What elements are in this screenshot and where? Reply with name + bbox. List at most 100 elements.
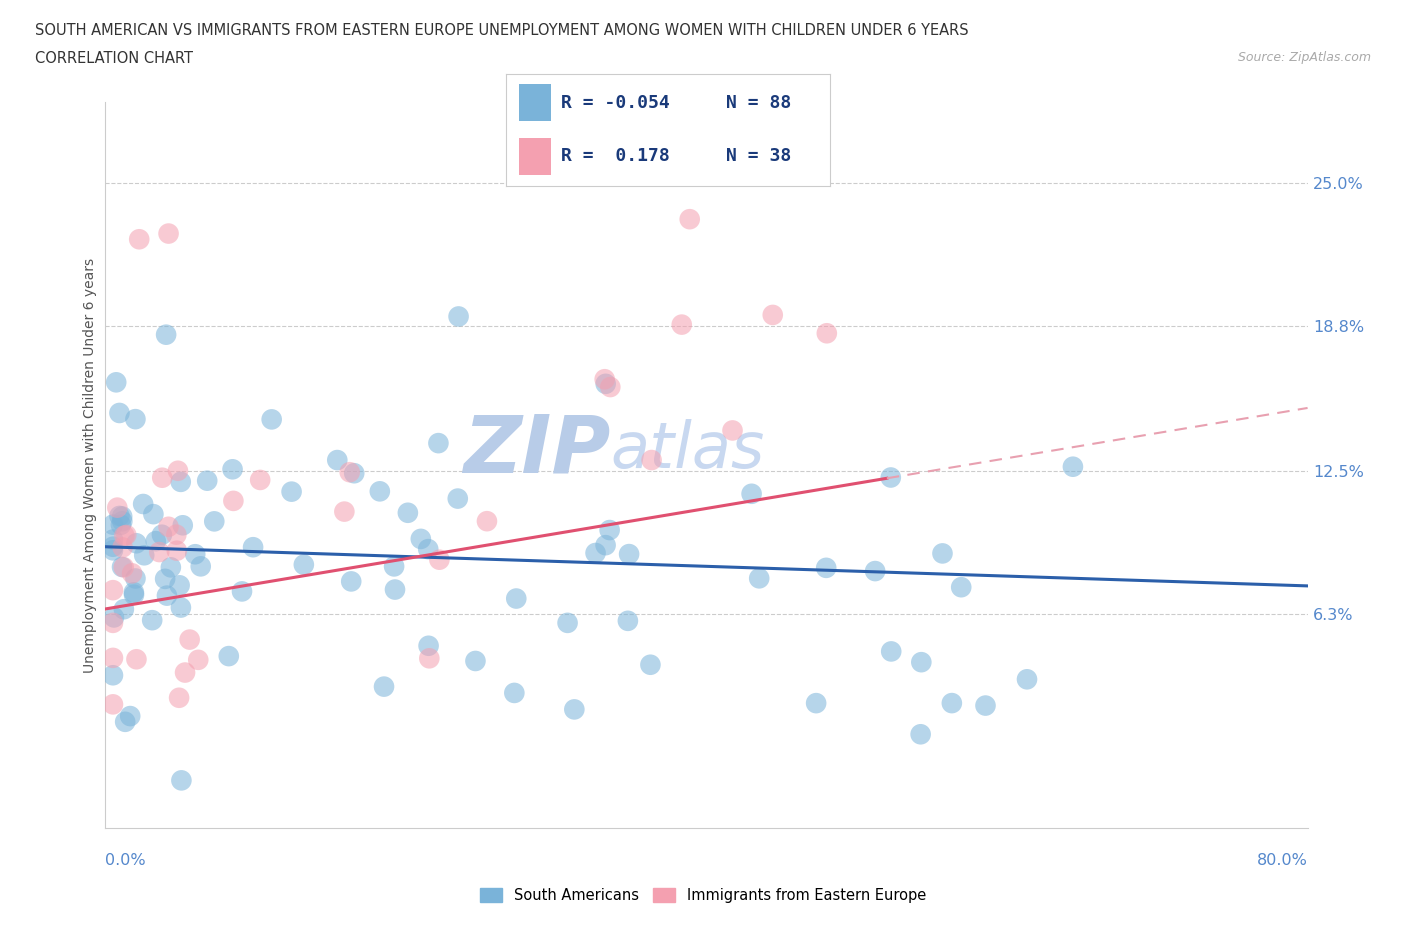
Point — [101, 539, 124, 554]
Point — [150, 471, 173, 485]
Point — [112, 602, 135, 617]
Point — [120, 709, 142, 724]
Point — [343, 466, 366, 481]
Point — [260, 412, 283, 427]
Point — [142, 507, 165, 522]
Point — [125, 652, 148, 667]
Point — [222, 494, 245, 509]
Point — [145, 534, 167, 549]
Point — [170, 474, 193, 489]
Point — [640, 453, 662, 468]
Point — [150, 527, 173, 542]
Point — [108, 405, 131, 420]
Point — [165, 527, 187, 542]
Point — [166, 543, 188, 558]
Point — [863, 564, 886, 578]
Point — [101, 543, 124, 558]
Point — [339, 465, 361, 480]
Text: N = 88: N = 88 — [725, 94, 792, 112]
Point — [105, 375, 128, 390]
Point — [429, 552, 451, 567]
Text: R =  0.178: R = 0.178 — [561, 147, 669, 165]
Point — [153, 571, 176, 586]
Point — [179, 632, 201, 647]
Point — [202, 514, 225, 529]
Point — [105, 500, 128, 515]
Point — [617, 614, 640, 629]
Point — [950, 579, 973, 594]
Text: 80.0%: 80.0% — [1257, 853, 1308, 868]
Text: N = 38: N = 38 — [725, 147, 792, 165]
Y-axis label: Unemployment Among Women with Children Under 6 years: Unemployment Among Women with Children U… — [83, 258, 97, 672]
Point — [880, 470, 903, 485]
Point — [249, 472, 271, 487]
Text: CORRELATION CHART: CORRELATION CHART — [35, 51, 193, 66]
Point — [931, 546, 953, 561]
Point — [373, 679, 395, 694]
Point — [593, 372, 616, 387]
Point — [111, 560, 134, 575]
Point — [418, 651, 440, 666]
Point — [155, 327, 177, 342]
Point — [218, 648, 240, 663]
Point — [184, 547, 207, 562]
Point — [141, 613, 163, 628]
Point — [599, 379, 621, 394]
Point — [447, 309, 470, 324]
Point — [585, 546, 607, 561]
Point — [679, 212, 702, 227]
Point — [122, 585, 145, 600]
Point — [382, 559, 405, 574]
Bar — [519, 85, 551, 121]
Point — [157, 226, 180, 241]
Text: 0.0%: 0.0% — [105, 853, 146, 868]
Point — [148, 545, 170, 560]
Point — [195, 473, 218, 488]
Point — [167, 690, 190, 705]
Point — [111, 514, 134, 529]
Point — [368, 484, 391, 498]
Point — [671, 317, 693, 332]
Point — [112, 528, 135, 543]
Point — [815, 326, 838, 340]
Point — [124, 571, 146, 586]
Point — [108, 509, 131, 524]
Point — [280, 485, 302, 499]
Point — [111, 540, 134, 555]
Point — [748, 571, 770, 586]
Text: SOUTH AMERICAN VS IMMIGRANTS FROM EASTERN EUROPE UNEMPLOYMENT AMONG WOMEN WITH C: SOUTH AMERICAN VS IMMIGRANTS FROM EASTER… — [35, 23, 969, 38]
Point — [910, 655, 932, 670]
Point — [292, 557, 315, 572]
Point — [880, 644, 903, 658]
Text: ZIP: ZIP — [463, 411, 610, 489]
Point — [340, 574, 363, 589]
Text: R = -0.054: R = -0.054 — [561, 94, 669, 112]
Point — [562, 702, 585, 717]
Point — [333, 504, 356, 519]
Point — [721, 423, 744, 438]
Point — [595, 538, 617, 552]
Point — [384, 582, 406, 597]
Point — [762, 308, 785, 323]
Point — [242, 539, 264, 554]
Point — [640, 658, 662, 672]
Text: Source: ZipAtlas.com: Source: ZipAtlas.com — [1237, 51, 1371, 64]
Point — [121, 565, 143, 580]
Point — [418, 541, 440, 556]
Point — [132, 497, 155, 512]
Point — [101, 650, 124, 665]
Point — [101, 697, 124, 711]
Legend: South Americans, Immigrants from Eastern Europe: South Americans, Immigrants from Eastern… — [474, 882, 932, 909]
Point — [505, 591, 527, 606]
Point — [190, 559, 212, 574]
Point — [101, 616, 124, 631]
Point — [910, 727, 932, 742]
Point — [110, 517, 132, 532]
Point — [122, 588, 145, 603]
Point — [101, 532, 124, 547]
Point — [409, 531, 432, 546]
Point — [170, 600, 193, 615]
Point — [326, 453, 349, 468]
Point — [557, 616, 579, 631]
Point — [418, 638, 440, 653]
